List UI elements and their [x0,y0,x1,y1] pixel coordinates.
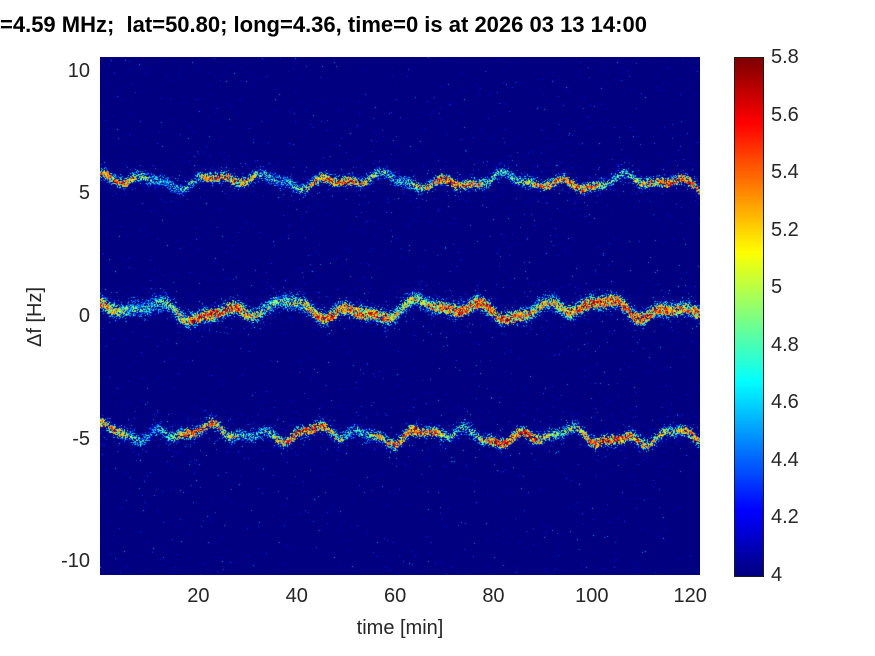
colorbar-tick-label: 5.6 [771,103,799,126]
y-tick-label: 5 [78,182,90,205]
y-tick-label: 10 [67,59,90,82]
colorbar-tick-label: 5.4 [771,161,799,184]
colorbar [734,57,764,577]
colorbar-tick-label: 4.4 [771,448,799,471]
y-tick-label: -10 [61,550,90,573]
colorbar-tick-label: 4.8 [771,333,799,356]
y-tick-label: 0 [78,305,90,327]
y-tick-label: -5 [72,427,90,450]
colorbar-tick-label: 4 [771,564,783,586]
x-tick-label: 40 [285,585,308,607]
plot-area [100,57,700,575]
spectrogram-heatmap [100,57,700,575]
colorbar-tick-label: 4.6 [771,391,799,414]
x-tick-label: 100 [575,585,609,607]
x-tick-label: 60 [383,585,407,607]
colorbar-tick-label: 4.2 [771,506,799,529]
x-axis-label: time [min] [356,617,444,639]
x-tick-label: 80 [482,585,505,607]
colorbar-tick-label: 5 [771,276,783,299]
x-tick-label: 120 [673,585,707,607]
chart-title: =4.59 MHz; lat=50.80; long=4.36, time=0 … [0,12,647,37]
x-tick-label: 20 [187,585,210,607]
colorbar-tick-label: 5.8 [771,46,799,68]
colorbar-tick-label: 5.2 [771,218,799,241]
